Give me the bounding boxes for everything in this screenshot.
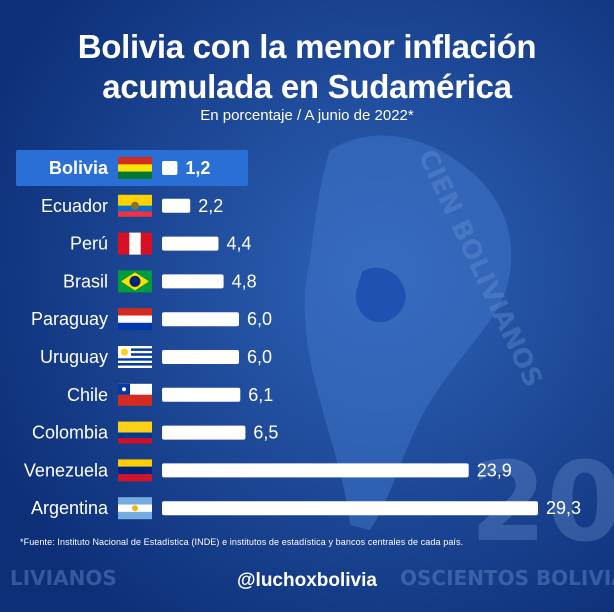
category-label-argentina: Argentina [31,498,109,518]
svg-text:OSCIENTOS BOLIVIA: OSCIENTOS BOLIVIA [400,566,614,590]
value-label-paraguay: 6,0 [247,309,272,329]
source-note: *Fuente: Instituto Nacional de Estadísti… [20,537,464,547]
bar-chile [162,387,241,402]
bar-venezuela [162,463,469,478]
value-label-brasil: 4,8 [232,271,257,291]
value-label-colombia: 6,5 [253,423,278,443]
argentina-flag-icon [118,497,152,520]
value-label-venezuela: 23,9 [477,460,512,480]
page-title-line-2: acumulada en Sudamérica [102,68,512,105]
author-handle: @luchoxbolivia [237,570,377,591]
bar-paraguay [162,312,239,327]
uruguay-flag-icon [118,346,152,368]
paraguay-flag-icon [118,308,152,331]
svg-text:LIVIANOS: LIVIANOS [10,566,117,590]
value-label-ecuador: 2,2 [198,196,223,216]
chile-flag-icon [118,383,152,406]
value-label-chile: 6,1 [248,385,273,405]
bar-argentina [162,501,538,516]
category-label-ecuador: Ecuador [41,196,108,216]
category-label-bolivia: Bolivia [49,158,109,178]
page-subtitle: En porcentaje / A junio de 2022* [200,107,414,124]
category-label-chile: Chile [67,385,108,405]
bolivia-flag-icon [118,157,152,179]
colombia-flag-icon [118,421,152,444]
bar-brasil [162,274,224,289]
value-label-bolivia: 1,2 [185,158,210,178]
category-label-uruguay: Uruguay [40,347,108,367]
value-label-uruguay: 6,0 [247,347,272,367]
brazil-flag-icon [118,270,152,293]
category-label-paraguay: Paraguay [31,309,108,329]
bar-colombia [162,425,246,440]
venezuela-flag-icon [118,459,152,482]
bar-peru [162,236,219,251]
page-title-line-1: Bolivia con la menor inflación [77,28,537,65]
peru-flag-icon [118,232,152,255]
category-label-venezuela: Venezuela [24,460,109,480]
bar-uruguay [162,350,239,364]
value-label-argentina: 29,3 [546,498,581,518]
category-label-peru: Perú [70,234,108,254]
category-label-colombia: Colombia [32,423,109,443]
bar-ecuador [162,198,191,213]
bar-bolivia [162,161,178,175]
category-label-brasil: Brasil [63,271,108,291]
value-label-peru: 4,4 [226,234,251,254]
ecuador-flag-icon [118,194,152,217]
